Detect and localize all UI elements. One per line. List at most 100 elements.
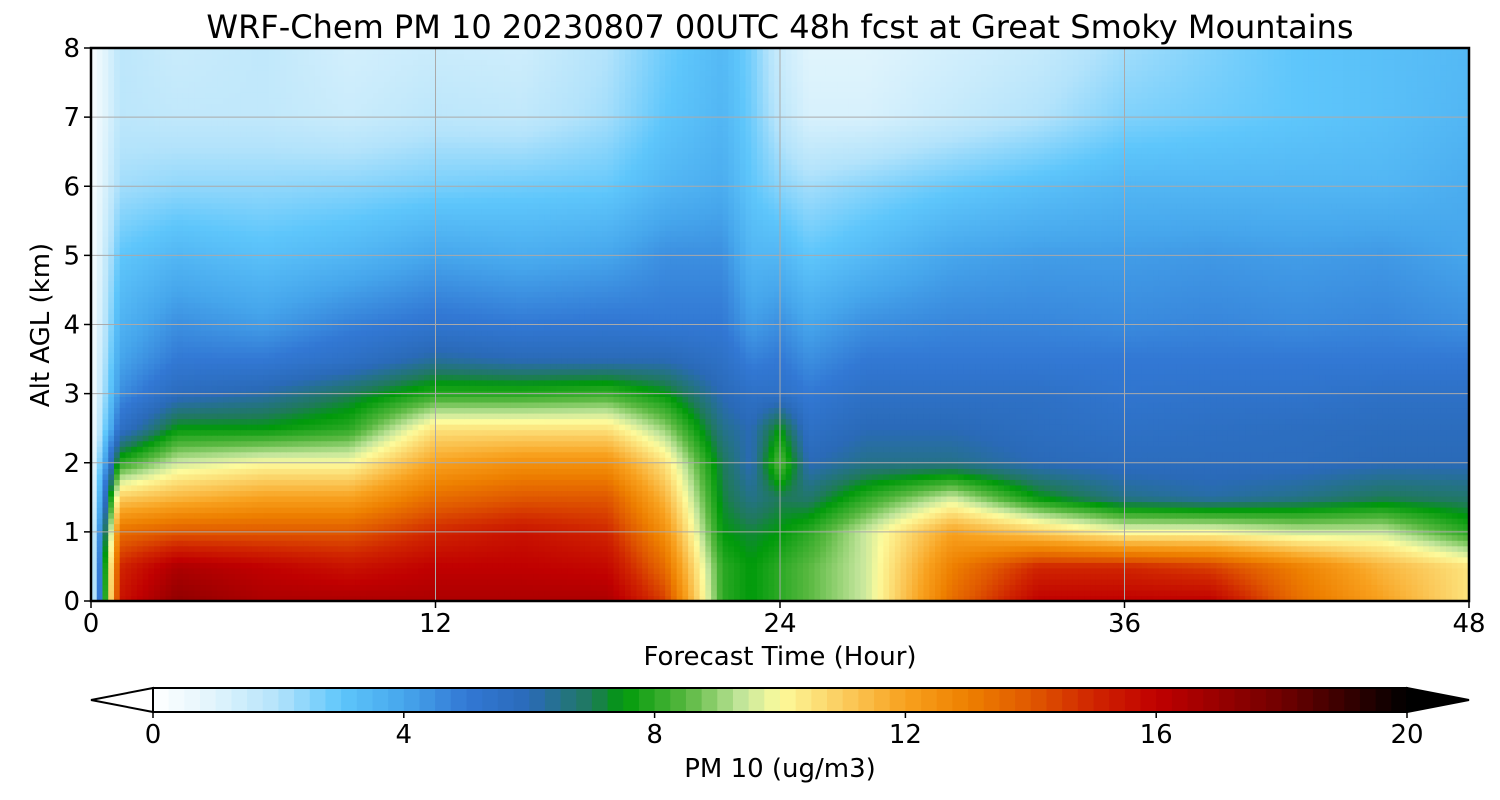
heatmap-cell (768, 523, 775, 530)
heatmap-cell (268, 573, 276, 580)
heatmap-cell (573, 556, 580, 563)
heatmap-cell (102, 540, 109, 547)
heatmap-cell (854, 567, 861, 574)
heatmap-cell (923, 534, 930, 541)
heatmap-cell (848, 518, 856, 525)
heatmap-cell (665, 523, 672, 530)
heatmap-cell (917, 506, 925, 514)
heatmap-cell (286, 573, 293, 580)
heatmap-cell (975, 556, 982, 563)
heatmap-cell (716, 490, 724, 497)
heatmap-cell (894, 512, 902, 519)
heatmap-cell (251, 540, 259, 547)
heatmap-cell (1417, 540, 1424, 547)
heatmap-cell (1141, 495, 1149, 503)
heatmap-cell (309, 551, 316, 558)
heatmap-cell (831, 523, 839, 530)
heatmap-cell (200, 578, 207, 586)
heatmap-cell (96, 523, 104, 530)
heatmap-cell (1095, 595, 1103, 602)
heatmap-cell (1394, 589, 1401, 597)
heatmap-cell (372, 573, 379, 580)
heatmap-cell (309, 512, 316, 519)
heatmap-cell (550, 545, 557, 552)
heatmap-cell (303, 556, 310, 563)
heatmap-cell (1446, 518, 1453, 525)
heatmap-cell (131, 589, 138, 597)
heatmap-cell (1072, 512, 1080, 519)
heatmap-cell (337, 589, 345, 597)
heatmap-cell (1359, 578, 1367, 586)
heatmap-cell (1325, 595, 1332, 602)
heatmap-cell (469, 573, 477, 580)
heatmap-cell (274, 578, 282, 586)
heatmap-cell (452, 556, 460, 563)
heatmap-cell (464, 534, 471, 541)
heatmap-cell (1210, 578, 1217, 586)
heatmap-cell (481, 506, 488, 514)
heatmap-cell (917, 495, 925, 503)
heatmap-cell (389, 518, 396, 525)
heatmap-cell (148, 573, 155, 580)
heatmap-cell (682, 512, 689, 519)
heatmap-cell (619, 490, 626, 497)
heatmap-cell (1405, 534, 1413, 541)
heatmap-cell (1130, 595, 1137, 602)
heatmap-cell (544, 501, 551, 508)
heatmap-cell (223, 540, 230, 547)
heatmap-cell (1302, 545, 1309, 552)
heatmap-cell (952, 595, 959, 602)
heatmap-cell (389, 578, 396, 586)
heatmap-cell (96, 567, 104, 574)
heatmap-cell (1026, 512, 1034, 519)
heatmap-cell (510, 589, 517, 597)
heatmap-cell (1359, 545, 1367, 552)
heatmap-cell (1331, 545, 1338, 552)
heatmap-cell (1204, 556, 1212, 563)
heatmap-cell (475, 484, 483, 491)
heatmap-cell (504, 578, 511, 586)
heatmap-cell (653, 523, 661, 530)
heatmap-cell (929, 556, 936, 563)
heatmap-cell (96, 584, 104, 591)
heatmap-cell (1354, 490, 1361, 497)
heatmap-cell (1153, 490, 1160, 497)
heatmap-cell (251, 490, 259, 497)
heatmap-cell (1308, 551, 1315, 558)
heatmap-cell (487, 589, 494, 597)
heatmap-cell (894, 578, 902, 586)
heatmap-cell (647, 595, 655, 602)
heatmap-cell (946, 512, 953, 519)
heatmap-cell (1044, 501, 1051, 508)
heatmap-cell (636, 490, 643, 497)
heatmap-cell (1262, 567, 1269, 574)
heatmap-cell (1342, 545, 1350, 552)
heatmap-cell (458, 534, 465, 541)
heatmap-cell (1285, 512, 1292, 519)
heatmap-cell (734, 534, 741, 541)
heatmap-cell (1199, 567, 1206, 574)
heatmap-cell (957, 534, 965, 541)
heatmap-cell (1124, 589, 1131, 597)
heatmap-cell (1072, 501, 1080, 508)
heatmap-cell (647, 501, 655, 508)
heatmap-cell (194, 540, 201, 547)
heatmap-cell (1210, 551, 1217, 558)
heatmap-cell (1245, 573, 1252, 580)
heatmap-cell (992, 501, 999, 508)
heatmap-cell (108, 501, 115, 508)
heatmap-cell (871, 562, 879, 569)
heatmap-cell (1141, 518, 1149, 525)
heatmap-cell (1331, 567, 1338, 574)
heatmap-cell (475, 523, 483, 530)
heatmap-cell (188, 540, 195, 547)
heatmap-cell (435, 534, 442, 541)
heatmap-cell (1285, 518, 1292, 525)
heatmap-cell (303, 495, 310, 503)
heatmap-cell (963, 506, 971, 514)
heatmap-cell (481, 589, 488, 597)
heatmap-cell (435, 518, 442, 525)
heatmap-cell (1222, 567, 1229, 574)
heatmap-cell (458, 545, 465, 552)
heatmap-cell (188, 562, 195, 569)
